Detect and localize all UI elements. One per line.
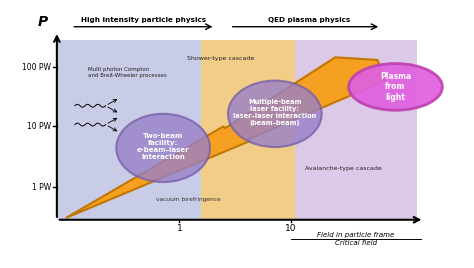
Text: P: P — [37, 16, 47, 29]
Text: Shower-type cascade: Shower-type cascade — [187, 56, 255, 61]
Text: Multiple-beam
laser facility:
laser–laser interaction
(beam–beam): Multiple-beam laser facility: laser–lase… — [233, 99, 317, 125]
Text: 10 PW: 10 PW — [27, 122, 52, 131]
Ellipse shape — [228, 81, 322, 147]
Text: 10: 10 — [285, 224, 297, 233]
Bar — [57, 40, 201, 220]
Polygon shape — [66, 57, 385, 218]
Bar — [295, 40, 417, 220]
Circle shape — [349, 64, 442, 110]
Bar — [201, 40, 295, 220]
Text: 1: 1 — [176, 224, 182, 233]
Text: vacuum birefringence: vacuum birefringence — [156, 197, 221, 202]
Text: Multi photon Compton
and Breit-Wheeler processes: Multi photon Compton and Breit-Wheeler p… — [88, 67, 166, 78]
Text: Critical field: Critical field — [335, 240, 377, 246]
Text: 1 PW: 1 PW — [32, 183, 52, 192]
Text: High intensity particle physics: High intensity particle physics — [81, 17, 206, 23]
Text: QED plasma physics: QED plasma physics — [268, 17, 350, 23]
Text: Two-beam
facility:
e-beam–laser
interaction: Two-beam facility: e-beam–laser interact… — [137, 133, 190, 160]
Text: 100 PW: 100 PW — [22, 63, 52, 72]
Ellipse shape — [116, 114, 210, 182]
Text: Field in particle frame: Field in particle frame — [317, 232, 394, 237]
Text: Avalanche-type cascade: Avalanche-type cascade — [305, 166, 382, 171]
Text: Plasma
from
light: Plasma from light — [380, 72, 411, 102]
